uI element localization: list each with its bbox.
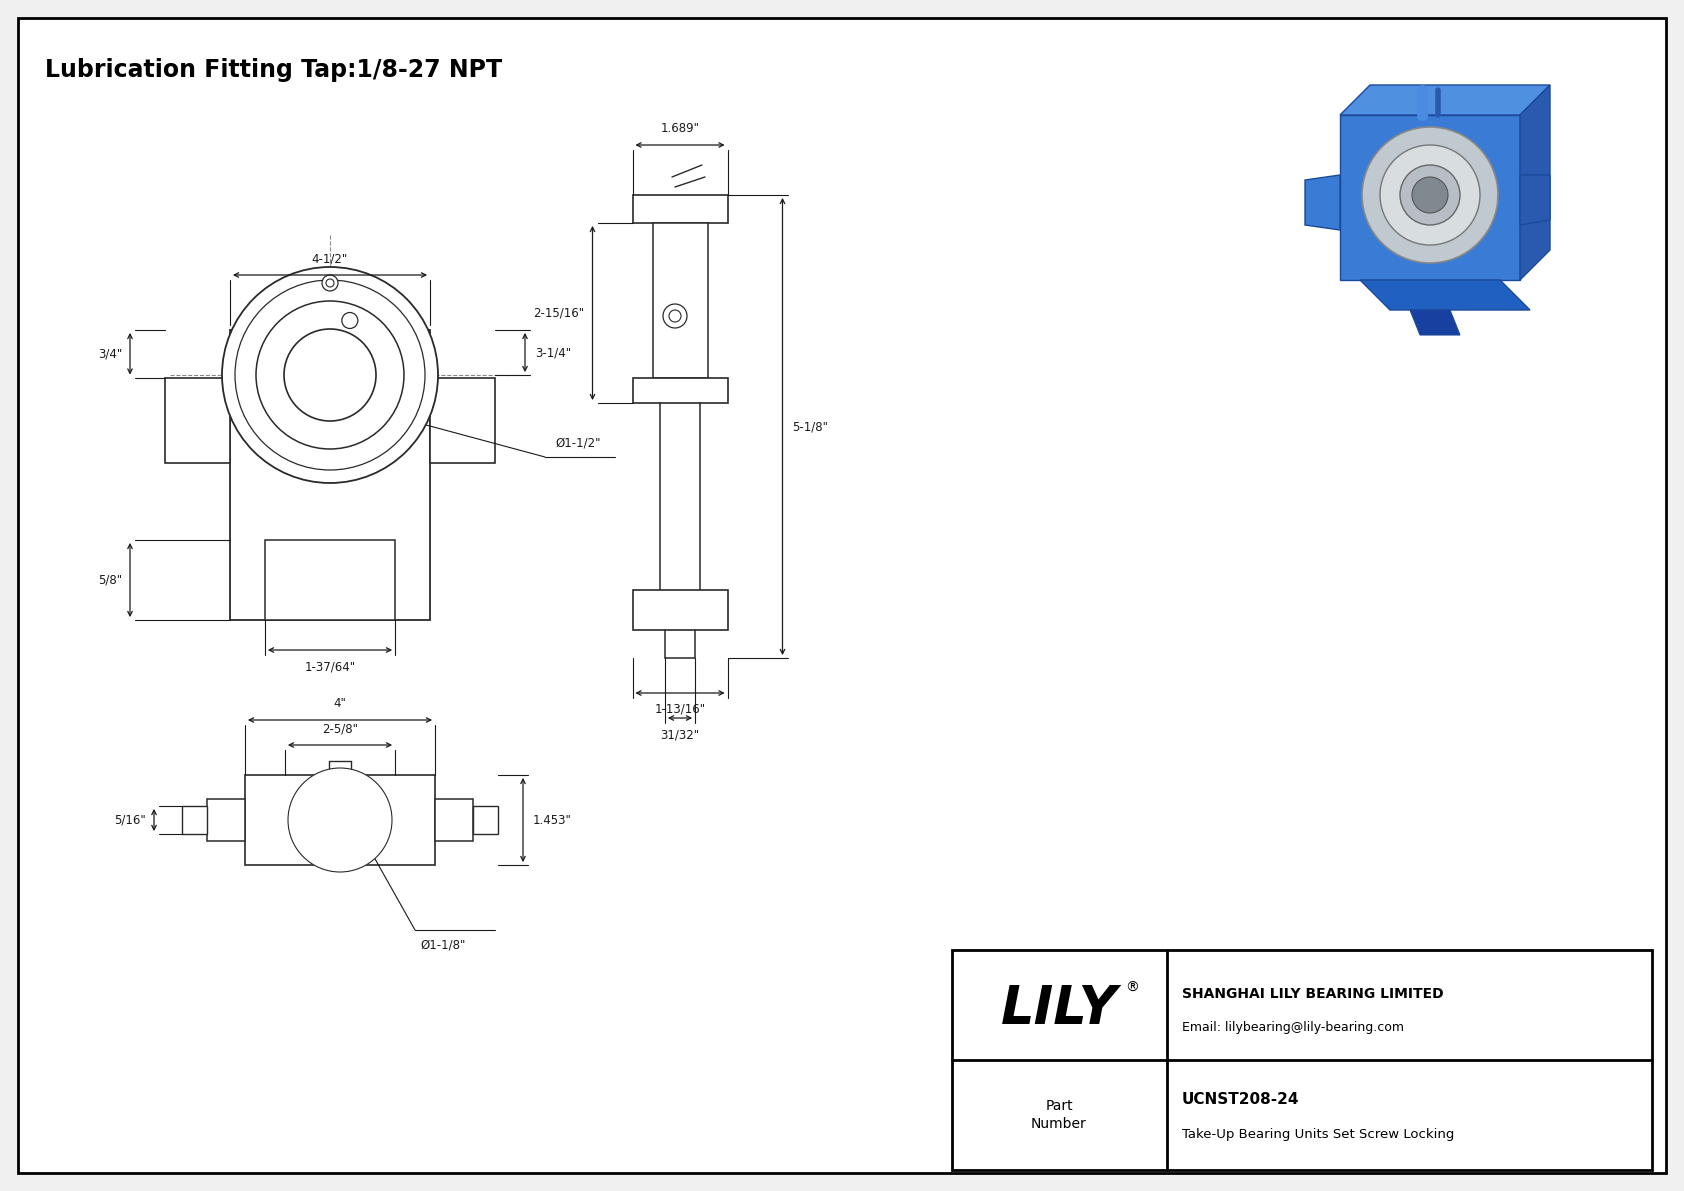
Text: Lubrication Fitting Tap:1/8-27 NPT: Lubrication Fitting Tap:1/8-27 NPT (45, 58, 502, 82)
Text: UCNST208-24: UCNST208-24 (1182, 1092, 1300, 1108)
Text: 2-5/8": 2-5/8" (322, 722, 359, 735)
Bar (264, 540, 396, 621)
Text: ®: ® (1125, 980, 1138, 994)
Text: 5-1/8": 5-1/8" (793, 420, 829, 434)
Circle shape (669, 310, 680, 322)
Polygon shape (1340, 85, 1549, 116)
Circle shape (1399, 166, 1460, 225)
Circle shape (288, 768, 392, 872)
Circle shape (296, 777, 382, 863)
Bar (633, 378, 727, 403)
Text: 2-15/16": 2-15/16" (534, 306, 584, 319)
Bar (633, 195, 727, 223)
Text: 3/4": 3/4" (98, 348, 121, 360)
Polygon shape (1361, 280, 1531, 310)
Text: Email: lilybearing@lily-bearing.com: Email: lilybearing@lily-bearing.com (1182, 1021, 1404, 1034)
Circle shape (663, 304, 687, 328)
Text: 1.453": 1.453" (534, 813, 573, 827)
Text: 5/8": 5/8" (98, 574, 121, 586)
Bar (429, 378, 495, 462)
Text: 1.689": 1.689" (660, 121, 699, 135)
Text: Take-Up Bearing Units Set Screw Locking: Take-Up Bearing Units Set Screw Locking (1182, 1128, 1455, 1141)
Circle shape (236, 280, 424, 470)
Text: 31/32": 31/32" (660, 728, 699, 741)
Text: 3-1/4": 3-1/4" (536, 347, 571, 358)
Bar (165, 378, 231, 462)
Circle shape (322, 275, 338, 291)
Text: 4-1/2": 4-1/2" (312, 252, 349, 266)
Polygon shape (1521, 85, 1549, 280)
Bar (951, 950, 1652, 1170)
Bar (652, 223, 707, 378)
Bar (182, 806, 207, 834)
Polygon shape (1305, 175, 1340, 230)
Bar (207, 799, 244, 841)
Text: 1-13/16": 1-13/16" (655, 703, 706, 716)
Text: Part
Number: Part Number (1031, 1099, 1086, 1131)
Circle shape (285, 329, 376, 420)
Text: LILY: LILY (1000, 984, 1118, 1035)
Text: Ø1-1/8": Ø1-1/8" (419, 939, 465, 950)
Circle shape (327, 279, 333, 287)
Bar (244, 775, 434, 865)
Text: 4": 4" (333, 697, 347, 710)
Circle shape (1379, 145, 1480, 245)
Polygon shape (1340, 116, 1521, 280)
Polygon shape (1521, 175, 1549, 225)
Bar (231, 330, 429, 621)
Circle shape (342, 312, 357, 329)
Polygon shape (1410, 310, 1460, 335)
Text: Ø1-1/2": Ø1-1/2" (556, 436, 601, 449)
Bar (434, 799, 473, 841)
Text: 5/16": 5/16" (115, 813, 147, 827)
Bar (633, 590, 727, 630)
Bar (473, 806, 498, 834)
Text: 1-37/64": 1-37/64" (305, 660, 355, 673)
Text: SHANGHAI LILY BEARING LIMITED: SHANGHAI LILY BEARING LIMITED (1182, 987, 1443, 1000)
Circle shape (1362, 127, 1499, 263)
Circle shape (256, 301, 404, 449)
Circle shape (222, 267, 438, 484)
Circle shape (1411, 177, 1448, 213)
